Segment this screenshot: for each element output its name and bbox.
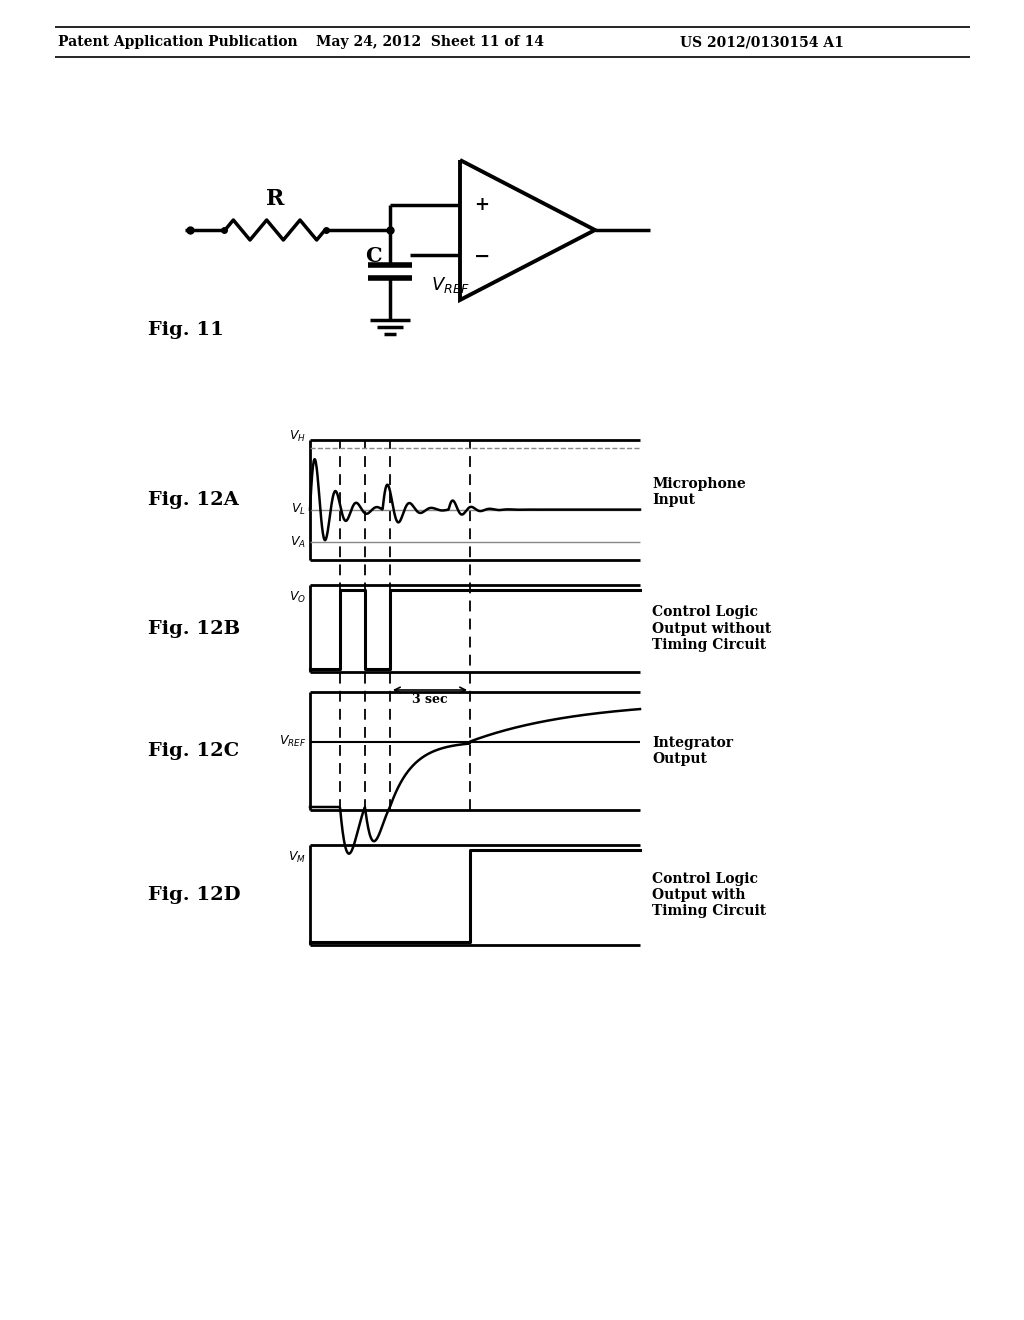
Text: Integrator
Output: Integrator Output (652, 737, 733, 766)
Text: Fig. 12A: Fig. 12A (148, 491, 239, 510)
Text: R: R (266, 187, 285, 210)
Text: $V_A$: $V_A$ (290, 535, 306, 549)
Text: Control Logic
Output without
Timing Circuit: Control Logic Output without Timing Circ… (652, 606, 771, 652)
Text: $V_{REF}$: $V_{REF}$ (431, 275, 469, 294)
Text: C: C (366, 247, 382, 267)
Text: May 24, 2012  Sheet 11 of 14: May 24, 2012 Sheet 11 of 14 (316, 36, 544, 49)
Text: US 2012/0130154 A1: US 2012/0130154 A1 (680, 36, 844, 49)
Text: Fig. 12D: Fig. 12D (148, 886, 241, 904)
Text: Fig. 11: Fig. 11 (148, 321, 224, 339)
Text: $V_H$: $V_H$ (289, 429, 306, 444)
Text: Microphone
Input: Microphone Input (652, 477, 745, 507)
Text: $V_L$: $V_L$ (291, 502, 306, 517)
Text: 3 sec: 3 sec (413, 693, 447, 706)
Text: $V_O$: $V_O$ (289, 590, 306, 605)
Text: Control Logic
Output with
Timing Circuit: Control Logic Output with Timing Circuit (652, 871, 766, 919)
Text: +: + (474, 195, 489, 214)
Text: Patent Application Publication: Patent Application Publication (58, 36, 298, 49)
Text: Fig. 12B: Fig. 12B (148, 619, 241, 638)
Text: $V_M$: $V_M$ (288, 850, 306, 865)
Text: $V_{REF}$: $V_{REF}$ (279, 734, 306, 750)
Text: Fig. 12C: Fig. 12C (148, 742, 240, 760)
Text: −: − (474, 248, 490, 267)
